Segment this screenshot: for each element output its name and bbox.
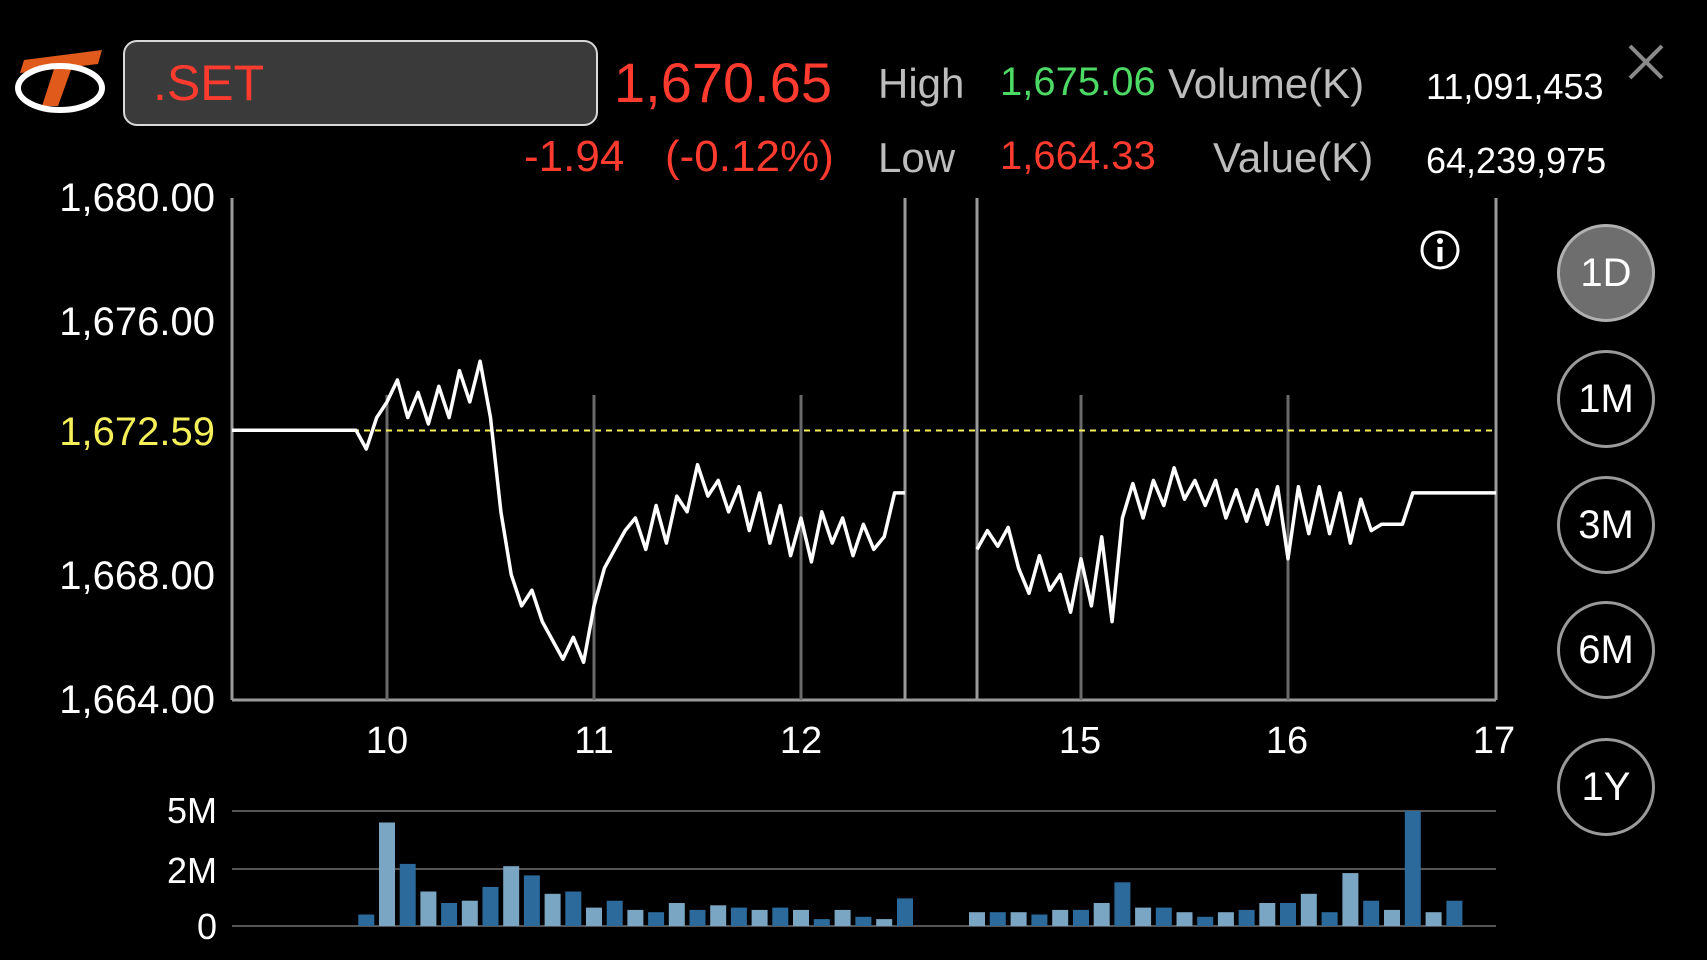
low-value: 1,664.33: [1000, 134, 1156, 178]
volume-bar: [897, 898, 913, 926]
volume-bar: [606, 900, 623, 926]
volume-bar: [772, 907, 789, 926]
volume-bar: [855, 916, 872, 926]
volume-bar: [399, 863, 416, 926]
volume-bar: [1321, 912, 1338, 926]
volume-bar: [1052, 909, 1069, 926]
x-tick-label: 10: [365, 720, 409, 762]
volume-bar: [793, 909, 809, 926]
volume-bar: [1280, 903, 1296, 926]
low-label: Low: [878, 134, 956, 181]
high-value: 1,675.06: [1000, 60, 1156, 104]
x-tick-label: 17: [1472, 720, 1516, 762]
volume-bar: [358, 914, 375, 926]
range-button-1y[interactable]: 1Y: [1557, 738, 1655, 836]
y-tick-label: 1,664.00: [59, 678, 215, 722]
range-button-6m[interactable]: 6M: [1557, 601, 1655, 699]
price-change: -1.94: [524, 132, 625, 181]
volume-bar: [1031, 914, 1048, 926]
x-tick-label: 11: [574, 720, 614, 762]
volume-bar: [1425, 912, 1442, 926]
volume-value: 11,091,453: [1426, 66, 1604, 107]
volume-bar: [1342, 873, 1359, 926]
volume-bar: [461, 900, 478, 926]
volume-bar: [565, 891, 582, 926]
x-tick-label: 16: [1265, 720, 1309, 762]
volume-bar: [1384, 909, 1400, 926]
volume-bar: [1093, 903, 1110, 926]
high-label: High: [878, 60, 965, 107]
volume-bar: [1155, 907, 1172, 926]
range-button-1m[interactable]: 1M: [1557, 350, 1655, 448]
value-label: Value(K): [1213, 134, 1374, 181]
range-button-3m[interactable]: 3M: [1557, 476, 1655, 574]
price-line-segment-1: [232, 359, 905, 665]
x-tick-label: 15: [1058, 720, 1102, 762]
volume-tick-label: 5M: [166, 790, 217, 831]
volume-bar: [1010, 912, 1027, 926]
volume-bar: [420, 891, 437, 926]
volume-bar: [751, 909, 768, 926]
y-tick-label: 1,680.00: [59, 176, 215, 220]
volume-bar: [1300, 893, 1317, 926]
volume-bar: [441, 903, 458, 926]
volume-label: Volume(K): [1168, 60, 1365, 107]
volume-bar: [710, 905, 727, 926]
last-price: 1,670.65: [614, 51, 832, 114]
x-tick-label: 12: [779, 720, 823, 762]
volume-bar: [482, 886, 499, 926]
volume-bar: [1176, 912, 1193, 926]
volume-bar: [813, 919, 830, 926]
volume-bar: [989, 912, 1006, 926]
info-icon[interactable]: [1418, 228, 1462, 272]
volume-bar: [648, 912, 665, 926]
volume-bar: [1114, 882, 1131, 926]
volume-bar: [627, 909, 644, 926]
brand-logo-icon: [15, 50, 105, 113]
volume-bar: [586, 907, 602, 926]
volume-tick-label: 2M: [166, 850, 217, 891]
volume-bar: [1259, 903, 1276, 926]
volume-bar: [1363, 900, 1380, 926]
value-value: 64,239,975: [1426, 140, 1607, 181]
volume-bar: [1197, 916, 1214, 926]
price-change-percent: (-0.12%): [665, 132, 834, 181]
volume-bar: [523, 875, 540, 926]
volume-bar: [876, 919, 893, 926]
volume-bar: [1404, 811, 1421, 926]
volume-bar: [1446, 900, 1463, 926]
volume-bar: [379, 822, 395, 926]
volume-bar: [834, 909, 851, 926]
close-icon[interactable]: [1624, 40, 1668, 84]
volume-bar: [689, 909, 706, 926]
symbol-text: .SET: [153, 55, 265, 111]
volume-bar: [503, 866, 520, 926]
symbol-search-input[interactable]: .SET: [123, 40, 598, 126]
volume-bar: [1073, 909, 1089, 926]
y-tick-label: 1,668.00: [59, 554, 215, 598]
volume-bar: [1217, 912, 1234, 926]
volume-bar: [1238, 909, 1255, 926]
volume-bar: [1135, 907, 1152, 926]
volume-tick-label: 0: [196, 906, 217, 947]
reference-price-label: 1,672.59: [59, 410, 215, 454]
price-line-segment-2: [975, 466, 1496, 624]
volume-bar: [730, 907, 747, 926]
volume-bar: [969, 912, 985, 926]
volume-bar: [668, 903, 685, 926]
range-button-1d[interactable]: 1D: [1557, 224, 1655, 322]
volume-bar: [544, 893, 561, 926]
y-tick-label: 1,676.00: [59, 300, 215, 344]
